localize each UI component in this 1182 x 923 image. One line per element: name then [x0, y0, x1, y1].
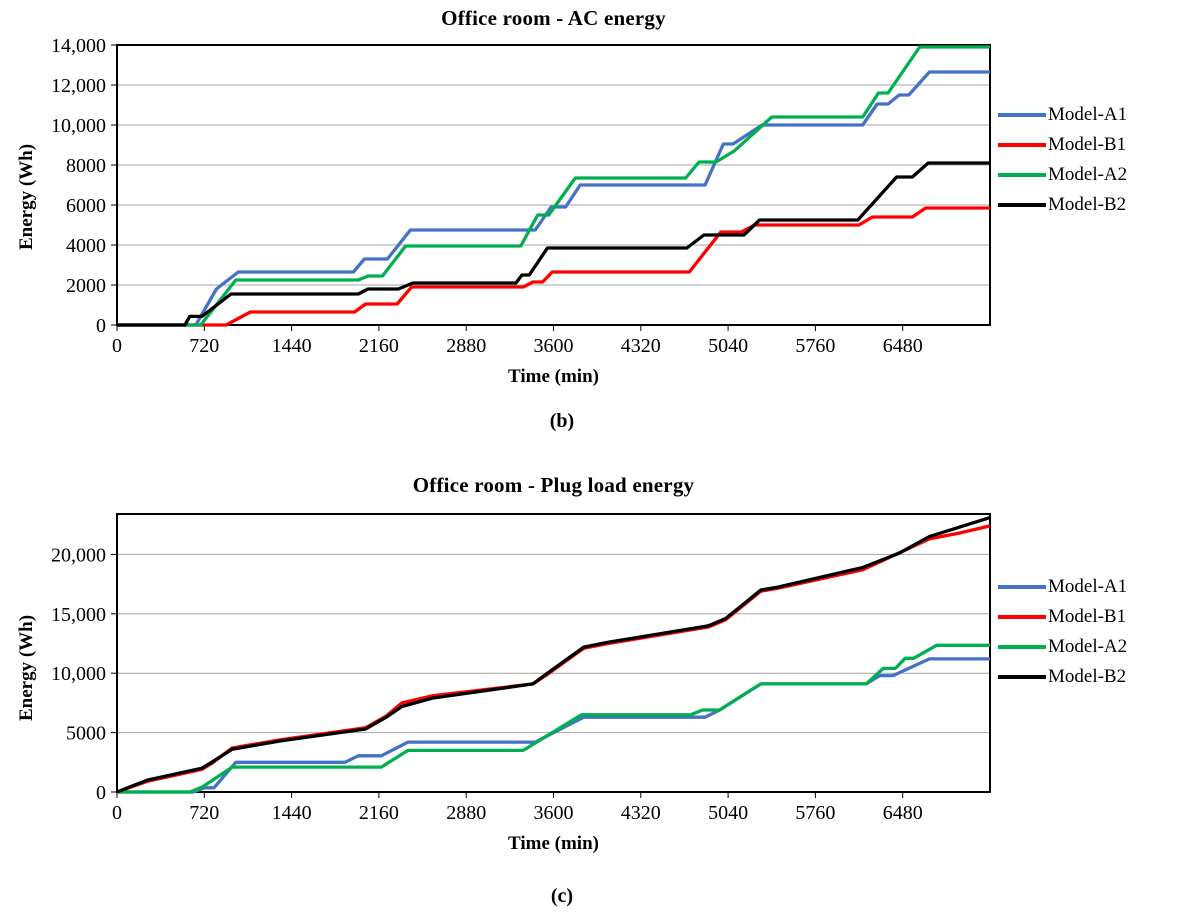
y-tick-label: 0 [96, 315, 106, 337]
chart-title: Office room - AC energy [441, 6, 666, 30]
series-line-model-b2 [117, 161, 990, 327]
series-line-model-a1 [117, 70, 990, 327]
x-axis-label: Time (min) [508, 833, 599, 854]
y-tick-label: 5000 [66, 723, 106, 745]
legend-line-swatch [998, 584, 1046, 589]
x-tick-label: 2880 [446, 802, 486, 824]
legend-item: Model-A2 [998, 164, 1127, 185]
y-tick-label: 15,000 [51, 604, 106, 626]
y-tick-label: 14,000 [51, 35, 106, 57]
legend-line-swatch [998, 202, 1046, 207]
series-line-model-a2 [117, 643, 990, 794]
legend-label: Model-B2 [1048, 665, 1127, 687]
y-tick-label: 0 [96, 782, 106, 804]
x-tick-label: 6480 [883, 802, 923, 824]
x-axis-label: Time (min) [508, 366, 599, 387]
legend-label: Model-A2 [1048, 163, 1128, 185]
legend-label: Model-A1 [1048, 103, 1128, 125]
legend-item: Model-A1 [998, 104, 1127, 125]
legend-item: Model-B2 [998, 666, 1127, 687]
y-tick-label: 6000 [66, 195, 106, 217]
subfigure-caption: (c) [550, 885, 574, 907]
x-tick-label: 5760 [795, 335, 835, 357]
chart-section-ac-energy: Office room - AC energy 0 2000 4000 6000 800… [0, 0, 1182, 455]
y-tick-label: 10,000 [51, 663, 106, 685]
series-line-model-b1 [116, 524, 991, 794]
plot-border [116, 513, 991, 793]
plug-load-plot: 0 5000 10,000 15,000 20,000 0 720 1440 2160 2880 3… [51, 513, 991, 824]
legend: Model-A1 Model-B1 Model-A2 Model-B2 [998, 104, 1127, 215]
legend-item: Model-B2 [998, 194, 1127, 215]
x-tick-label: 720 [189, 335, 219, 357]
y-tick-label: 12,000 [51, 75, 106, 97]
legend-line-swatch [998, 644, 1046, 649]
x-tick-label: 5040 [708, 802, 748, 824]
x-tick-label: 720 [189, 802, 219, 824]
legend-label: Model-B1 [1048, 133, 1127, 155]
legend-item: Model-B1 [998, 134, 1127, 155]
chart-section-plug-load-energy: Office room - Plug load energy 0 5000 10,0… [0, 455, 1182, 923]
legend-line-swatch [998, 614, 1046, 619]
x-tick-label: 0 [112, 335, 122, 357]
y-tick-label: 4000 [66, 235, 106, 257]
x-tick-label: 5040 [708, 335, 748, 357]
x-tick-label: 3600 [534, 335, 574, 357]
y-tick-label: 10,000 [51, 115, 106, 137]
subfigure-caption: (b) [549, 410, 575, 432]
x-tick-label: 3600 [534, 802, 574, 824]
legend: Model-A1 Model-B1 Model-A2 Model-B2 [998, 576, 1127, 687]
legend-label: Model-B1 [1048, 605, 1127, 627]
legend-line-swatch [998, 142, 1046, 147]
y-axis-label: Energy (Wh) [16, 614, 37, 721]
x-tick-label: 4320 [621, 802, 661, 824]
legend-line-swatch [998, 674, 1046, 679]
y-tick-label: 2000 [66, 275, 106, 297]
legend-label: Model-A2 [1048, 635, 1128, 657]
x-tick-label: 2880 [446, 335, 486, 357]
x-tick-label: 1440 [272, 802, 312, 824]
chart-title: Office room - Plug load energy [412, 473, 695, 497]
y-tick-label: 20,000 [51, 544, 106, 566]
x-tick-label: 2160 [359, 335, 399, 357]
legend-item: Model-A1 [998, 576, 1127, 597]
y-axis-label: Energy (Wh) [16, 143, 37, 250]
legend-item: Model-A2 [998, 636, 1127, 657]
x-tick-label: 5760 [795, 802, 835, 824]
series-line-model-b1 [117, 206, 990, 327]
ac-energy-plot: 0 2000 4000 6000 8000 10,000 12,000 14,000 0 720 1… [51, 35, 991, 357]
x-tick-label: 1440 [272, 335, 312, 357]
x-tick-label: 6480 [883, 335, 923, 357]
series-line-model-b2 [116, 516, 991, 794]
x-tick-label: 2160 [359, 802, 399, 824]
legend-label: Model-A1 [1048, 575, 1128, 597]
plot-border [116, 44, 991, 326]
y-tick-label: 8000 [66, 155, 106, 177]
legend-item: Model-B1 [998, 606, 1127, 627]
series-line-model-a2 [117, 45, 990, 327]
legend-label: Model-B2 [1048, 193, 1127, 215]
series-line-model-a1 [117, 657, 990, 794]
legend-line-swatch [998, 172, 1046, 177]
x-tick-label: 0 [112, 802, 122, 824]
x-tick-label: 4320 [621, 335, 661, 357]
legend-line-swatch [998, 112, 1046, 117]
